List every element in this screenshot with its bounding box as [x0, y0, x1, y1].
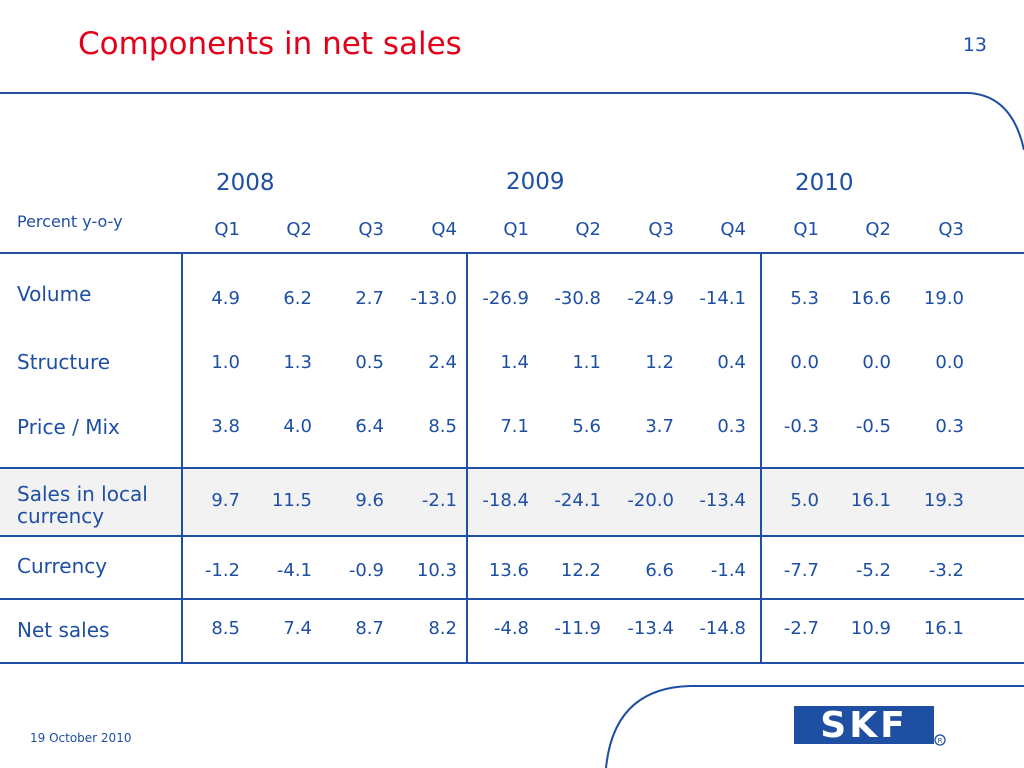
table-cell: -18.4 [482, 490, 529, 511]
row-label: Volume [17, 282, 92, 306]
table-cell: 16.6 [850, 288, 891, 309]
row-label: Price / Mix [17, 415, 120, 439]
table-cell: -13.4 [699, 490, 746, 511]
table-cell: 0.3 [935, 416, 964, 437]
table-cell: 0.4 [717, 352, 746, 373]
quarter-header: Q3 [358, 219, 384, 240]
quarter-header: Q2 [286, 219, 312, 240]
table-cell: 6.2 [283, 288, 312, 309]
table-cell: 5.3 [790, 288, 819, 309]
quarter-header: Q1 [503, 219, 529, 240]
table-cell: 19.3 [923, 490, 964, 511]
year-2009: 2009 [506, 169, 565, 195]
table-cell: 1.3 [283, 352, 312, 373]
table-cell: 1.1 [572, 352, 601, 373]
table-cell: 1.2 [645, 352, 674, 373]
table-cell: 12.2 [560, 560, 601, 581]
table-cell: 8.7 [355, 618, 384, 639]
table-cell: 6.4 [355, 416, 384, 437]
row-label-line: currency [17, 504, 105, 528]
quarter-header: Q4 [720, 219, 746, 240]
table-cell: -24.9 [627, 288, 674, 309]
table-cell: -5.2 [855, 560, 891, 581]
table-cell: 7.4 [283, 618, 312, 639]
table-cell: 2.4 [428, 352, 457, 373]
row-label: Structure [17, 350, 111, 374]
row-label: Sales in local currency [17, 483, 148, 527]
table-cell: -13.0 [410, 288, 457, 309]
table-cell: 0.0 [790, 352, 819, 373]
table-cell: -13.4 [627, 618, 674, 639]
table-cell: -20.0 [627, 490, 674, 511]
table-cell: 8.5 [211, 618, 240, 639]
table-cell: -1.2 [204, 560, 240, 581]
table-cell: -24.1 [554, 490, 601, 511]
table-cell: -0.3 [783, 416, 819, 437]
table-cell: -0.5 [855, 416, 891, 437]
table-cell: 2.7 [355, 288, 384, 309]
skf-logo: SKF R [794, 706, 946, 746]
quarter-header: Q3 [648, 219, 674, 240]
table-cell: 5.6 [572, 416, 601, 437]
table-cell: -14.8 [699, 618, 746, 639]
table-cell: 0.3 [717, 416, 746, 437]
table-cell: 10.3 [416, 560, 457, 581]
table-cell: 8.5 [428, 416, 457, 437]
table-cell: 4.0 [283, 416, 312, 437]
table-cell: 9.6 [355, 490, 384, 511]
table-cell: 3.7 [645, 416, 674, 437]
table-cell: 1.4 [500, 352, 529, 373]
header-label: Percent y-o-y [17, 212, 123, 231]
table-cell: -11.9 [554, 618, 601, 639]
table-cell: 7.1 [500, 416, 529, 437]
page-number: 13 [962, 34, 987, 56]
year-2008: 2008 [216, 170, 275, 196]
table-cell: 0.5 [355, 352, 384, 373]
table-cell: 5.0 [790, 490, 819, 511]
table-cell: 1.0 [211, 352, 240, 373]
table-cell: 10.9 [850, 618, 891, 639]
quarter-header: Q1 [214, 219, 240, 240]
svg-text:R: R [938, 737, 943, 745]
quarter-header: Q2 [865, 219, 891, 240]
table-cell: -2.7 [783, 618, 819, 639]
table-cell: 16.1 [850, 490, 891, 511]
year-2010: 2010 [795, 170, 854, 196]
table-cell: 4.9 [211, 288, 240, 309]
page-title: Components in net sales [78, 26, 462, 62]
quarter-header: Q2 [575, 219, 601, 240]
quarter-header: Q3 [938, 219, 964, 240]
table-cell: -30.8 [554, 288, 601, 309]
table-cell: 16.1 [923, 618, 964, 639]
svg-text:SKF: SKF [820, 706, 907, 746]
table-cell: 19.0 [923, 288, 964, 309]
table-cell: -1.4 [710, 560, 746, 581]
table-cell: 13.6 [488, 560, 529, 581]
table-cell: 11.5 [271, 490, 312, 511]
table-cell: 3.8 [211, 416, 240, 437]
quarter-header: Q4 [431, 219, 457, 240]
row-label-line: Sales in local [17, 482, 148, 506]
table-cell: -2.1 [421, 490, 457, 511]
table-cell: -4.8 [493, 618, 529, 639]
table-cell: 8.2 [428, 618, 457, 639]
table-cell: -0.9 [348, 560, 384, 581]
table-cell: 9.7 [211, 490, 240, 511]
table-cell: 0.0 [935, 352, 964, 373]
table-cell: 6.6 [645, 560, 674, 581]
table-cell: -14.1 [699, 288, 746, 309]
slide-date: 19 October 2010 [30, 731, 132, 745]
table-cell: -7.7 [783, 560, 819, 581]
table-cell: -3.2 [928, 560, 964, 581]
table-cell: -4.1 [276, 560, 312, 581]
row-label: Net sales [17, 618, 110, 642]
quarter-header: Q1 [793, 219, 819, 240]
row-label: Currency [17, 554, 108, 578]
table-cell: 0.0 [862, 352, 891, 373]
table-cell: -26.9 [482, 288, 529, 309]
